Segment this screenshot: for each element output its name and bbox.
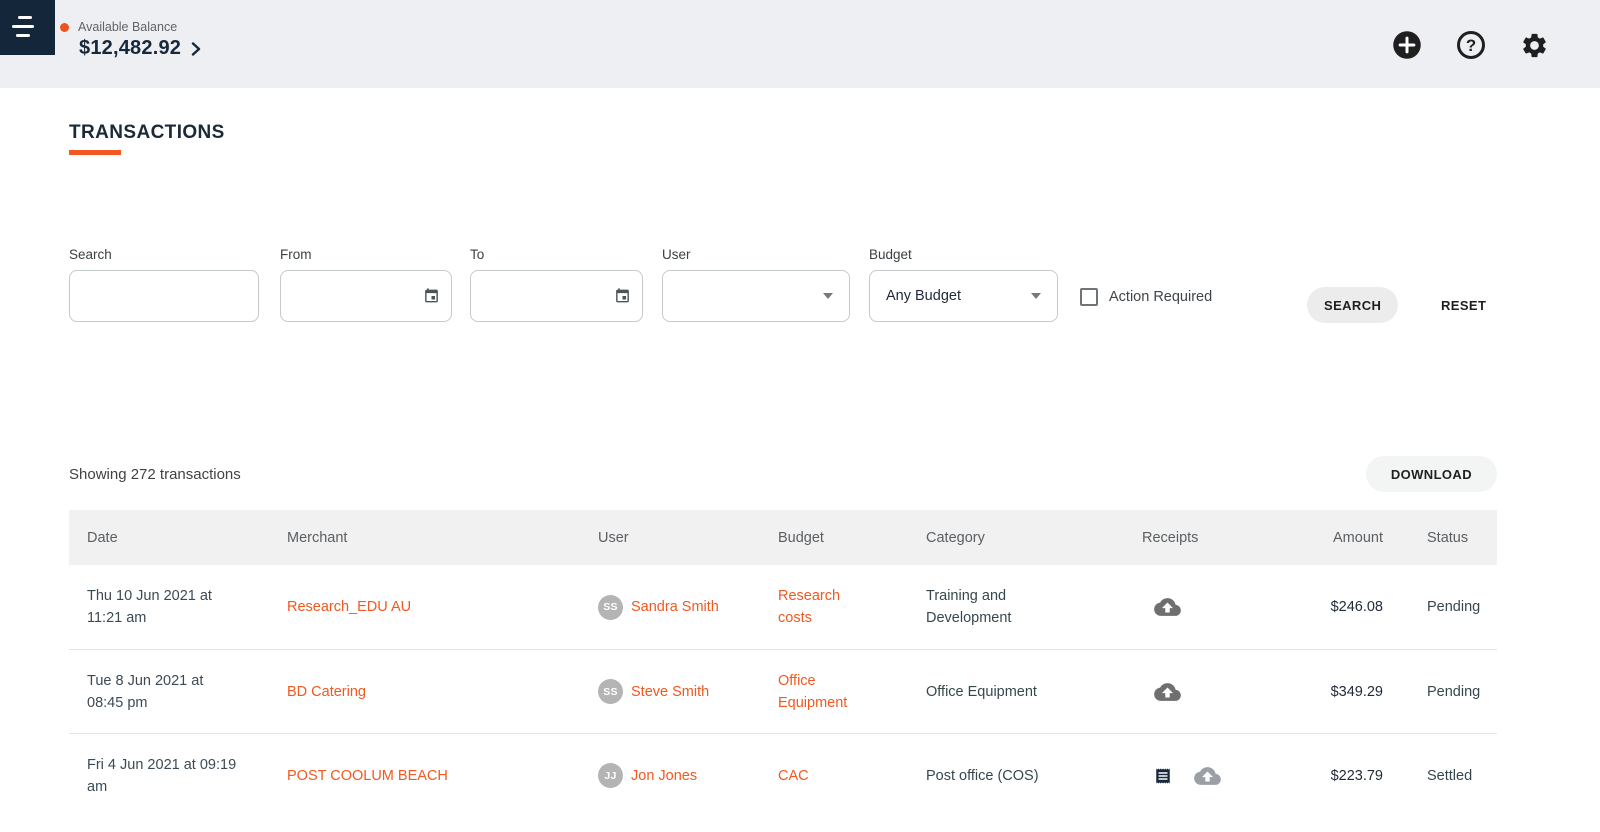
title-underline — [69, 150, 121, 155]
category-text: Office Equipment — [926, 683, 1037, 700]
user-link[interactable]: Steve Smith — [631, 683, 710, 700]
avatar: SS — [598, 594, 623, 620]
to-date-field: To — [470, 247, 643, 322]
help-icon[interactable]: ? — [1456, 30, 1486, 60]
add-icon[interactable] — [1392, 30, 1422, 60]
cloud-upload-icon[interactable] — [1154, 597, 1181, 617]
search-field: Search — [69, 247, 259, 322]
status-dot-icon — [60, 22, 69, 32]
avatar: SS — [598, 679, 623, 704]
user-filter-field: User — [662, 247, 850, 322]
download-button[interactable]: DOWNLOAD — [1365, 456, 1497, 492]
to-label: To — [470, 247, 485, 262]
results-bar: Showing 272 transactions DOWNLOAD — [69, 455, 1497, 493]
page-title: TRANSACTIONS — [69, 122, 225, 143]
action-required-checkbox[interactable] — [1080, 288, 1098, 306]
merchant-link[interactable]: BD Catering — [287, 683, 366, 700]
action-required-checkbox-group[interactable]: Action Required — [1080, 288, 1212, 306]
topbar: Available Balance $12,482.92 ? — [0, 0, 1600, 88]
user-link[interactable]: Sandra Smith — [631, 599, 719, 615]
menu-button[interactable] — [0, 0, 55, 55]
budget-filter-field: Budget Any Budget — [869, 247, 1058, 322]
chevron-down-icon — [823, 293, 833, 299]
table-row[interactable]: Thu 10 Jun 2021 at 11:21 am Research_EDU… — [69, 565, 1497, 649]
chevron-down-icon — [1031, 293, 1041, 299]
merchant-link[interactable]: Research_EDU AU — [287, 599, 412, 615]
budget-select-value: Any Budget — [886, 288, 961, 304]
available-balance-widget[interactable]: Available Balance $12,482.92 — [60, 20, 201, 60]
column-header-amount: Amount — [1333, 529, 1383, 546]
transaction-date: Thu 10 Jun 2021 at 11:21 am — [87, 588, 212, 626]
topbar-actions: ? — [1392, 30, 1549, 60]
to-date-input[interactable] — [471, 271, 642, 321]
transaction-amount: $246.08 — [1330, 599, 1383, 615]
status-badge: Settled — [1427, 767, 1473, 784]
column-header-status: Status — [1427, 529, 1469, 546]
user-label: User — [662, 247, 691, 262]
hamburger-icon — [18, 16, 32, 19]
column-header-user: User — [598, 529, 629, 546]
budget-link[interactable]: CAC — [778, 767, 809, 784]
settings-icon[interactable] — [1520, 31, 1549, 60]
table-row[interactable]: Fri 4 Jun 2021 at 09:19 am POST COOLUM B… — [69, 733, 1497, 817]
column-header-merchant: Merchant — [287, 529, 348, 546]
receipt-icon[interactable] — [1154, 765, 1172, 787]
cloud-upload-icon[interactable] — [1194, 766, 1221, 786]
balance-label: Available Balance — [78, 20, 178, 34]
from-date-input[interactable] — [281, 271, 451, 321]
balance-value: $12,482.92 — [79, 37, 182, 59]
calendar-icon[interactable] — [614, 288, 631, 305]
transaction-amount: $223.79 — [1330, 767, 1383, 784]
status-badge: Pending — [1427, 683, 1481, 700]
transactions-table: Date Merchant User Budget Category Recei… — [69, 510, 1497, 817]
column-header-category: Category — [926, 529, 985, 546]
reset-button[interactable]: RESET — [1437, 287, 1490, 323]
transaction-date: Tue 8 Jun 2021 at 08:45 pm — [87, 672, 204, 711]
user-select[interactable] — [662, 270, 850, 322]
user-link[interactable]: Jon Jones — [631, 767, 698, 784]
results-summary: Showing 272 transactions — [69, 465, 241, 483]
column-header-date: Date — [87, 529, 118, 546]
budget-select[interactable]: Any Budget — [869, 270, 1058, 322]
table-row[interactable]: Tue 8 Jun 2021 at 08:45 pm BD Catering S… — [69, 649, 1497, 733]
action-required-label: Action Required — [1109, 289, 1213, 305]
cloud-upload-icon[interactable] — [1154, 682, 1181, 702]
chevron-right-icon — [191, 41, 201, 56]
merchant-link[interactable]: POST COOLUM BEACH — [287, 767, 448, 784]
column-header-receipts: Receipts — [1142, 529, 1199, 546]
category-text: Post office (COS) — [926, 767, 1039, 784]
search-input[interactable] — [70, 271, 258, 321]
avatar: JJ — [598, 763, 623, 788]
budget-label: Budget — [869, 247, 912, 262]
svg-text:?: ? — [1466, 36, 1476, 55]
search-label: Search — [69, 247, 112, 262]
category-text: Training and Development — [926, 588, 1012, 626]
budget-link[interactable]: Research costs — [778, 588, 841, 626]
from-label: From — [280, 247, 312, 262]
transaction-amount: $349.29 — [1330, 683, 1383, 700]
budget-link[interactable]: Office Equipment — [778, 672, 848, 711]
calendar-icon[interactable] — [423, 288, 440, 305]
filters-bar: Search From To User Budget — [0, 247, 1600, 325]
transaction-date: Fri 4 Jun 2021 at 09:19 am — [87, 756, 237, 795]
search-button[interactable]: SEARCH — [1307, 287, 1399, 323]
column-header-budget: Budget — [778, 529, 824, 546]
status-badge: Pending — [1427, 599, 1481, 615]
table-header: Date Merchant User Budget Category Recei… — [69, 510, 1497, 565]
from-date-field: From — [280, 247, 452, 322]
